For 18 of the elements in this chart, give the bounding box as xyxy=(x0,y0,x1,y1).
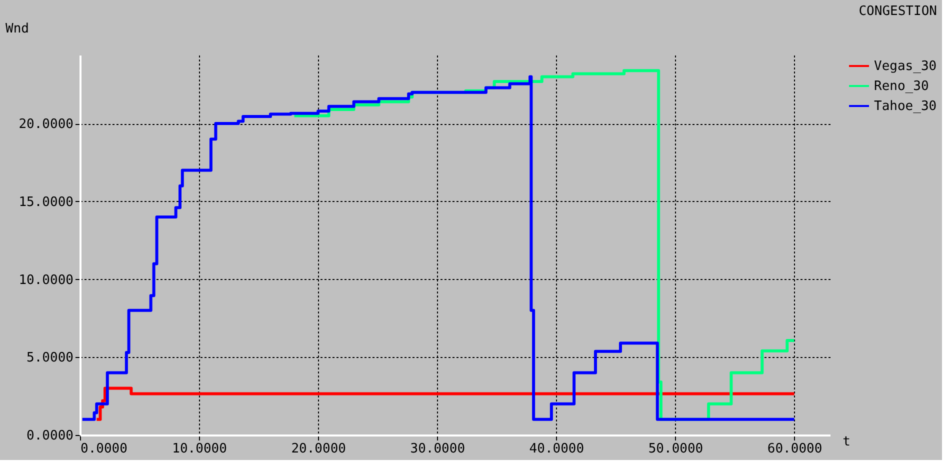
x-tick-label: 50.0000 xyxy=(648,442,704,456)
x-tick-label: 20.0000 xyxy=(291,442,346,456)
legend-label: Vegas_30 xyxy=(874,59,937,74)
legend-label: Reno_30 xyxy=(874,79,929,94)
x-axis-title: t xyxy=(842,434,850,450)
x-tick-label: 0.0000 xyxy=(80,442,128,456)
y-tick-label: 5.0000 xyxy=(26,350,74,366)
y-tick-label: 20.0000 xyxy=(18,117,74,132)
x-tick-label: 30.0000 xyxy=(410,442,466,456)
text: CONGESTION xyxy=(858,4,937,19)
y-tick-label: 15.0000 xyxy=(18,194,74,210)
y-tick-label: 0.0000 xyxy=(26,428,74,444)
legend-label: Tahoe_30 xyxy=(874,99,937,114)
x-tick-label: 60.0000 xyxy=(767,442,822,456)
y-axis-title: Wnd xyxy=(6,22,29,36)
x-tick-label: 10.0000 xyxy=(172,442,227,456)
x-tick-label: 40.0000 xyxy=(529,442,584,456)
y-tick-label: 10.0000 xyxy=(18,272,74,288)
